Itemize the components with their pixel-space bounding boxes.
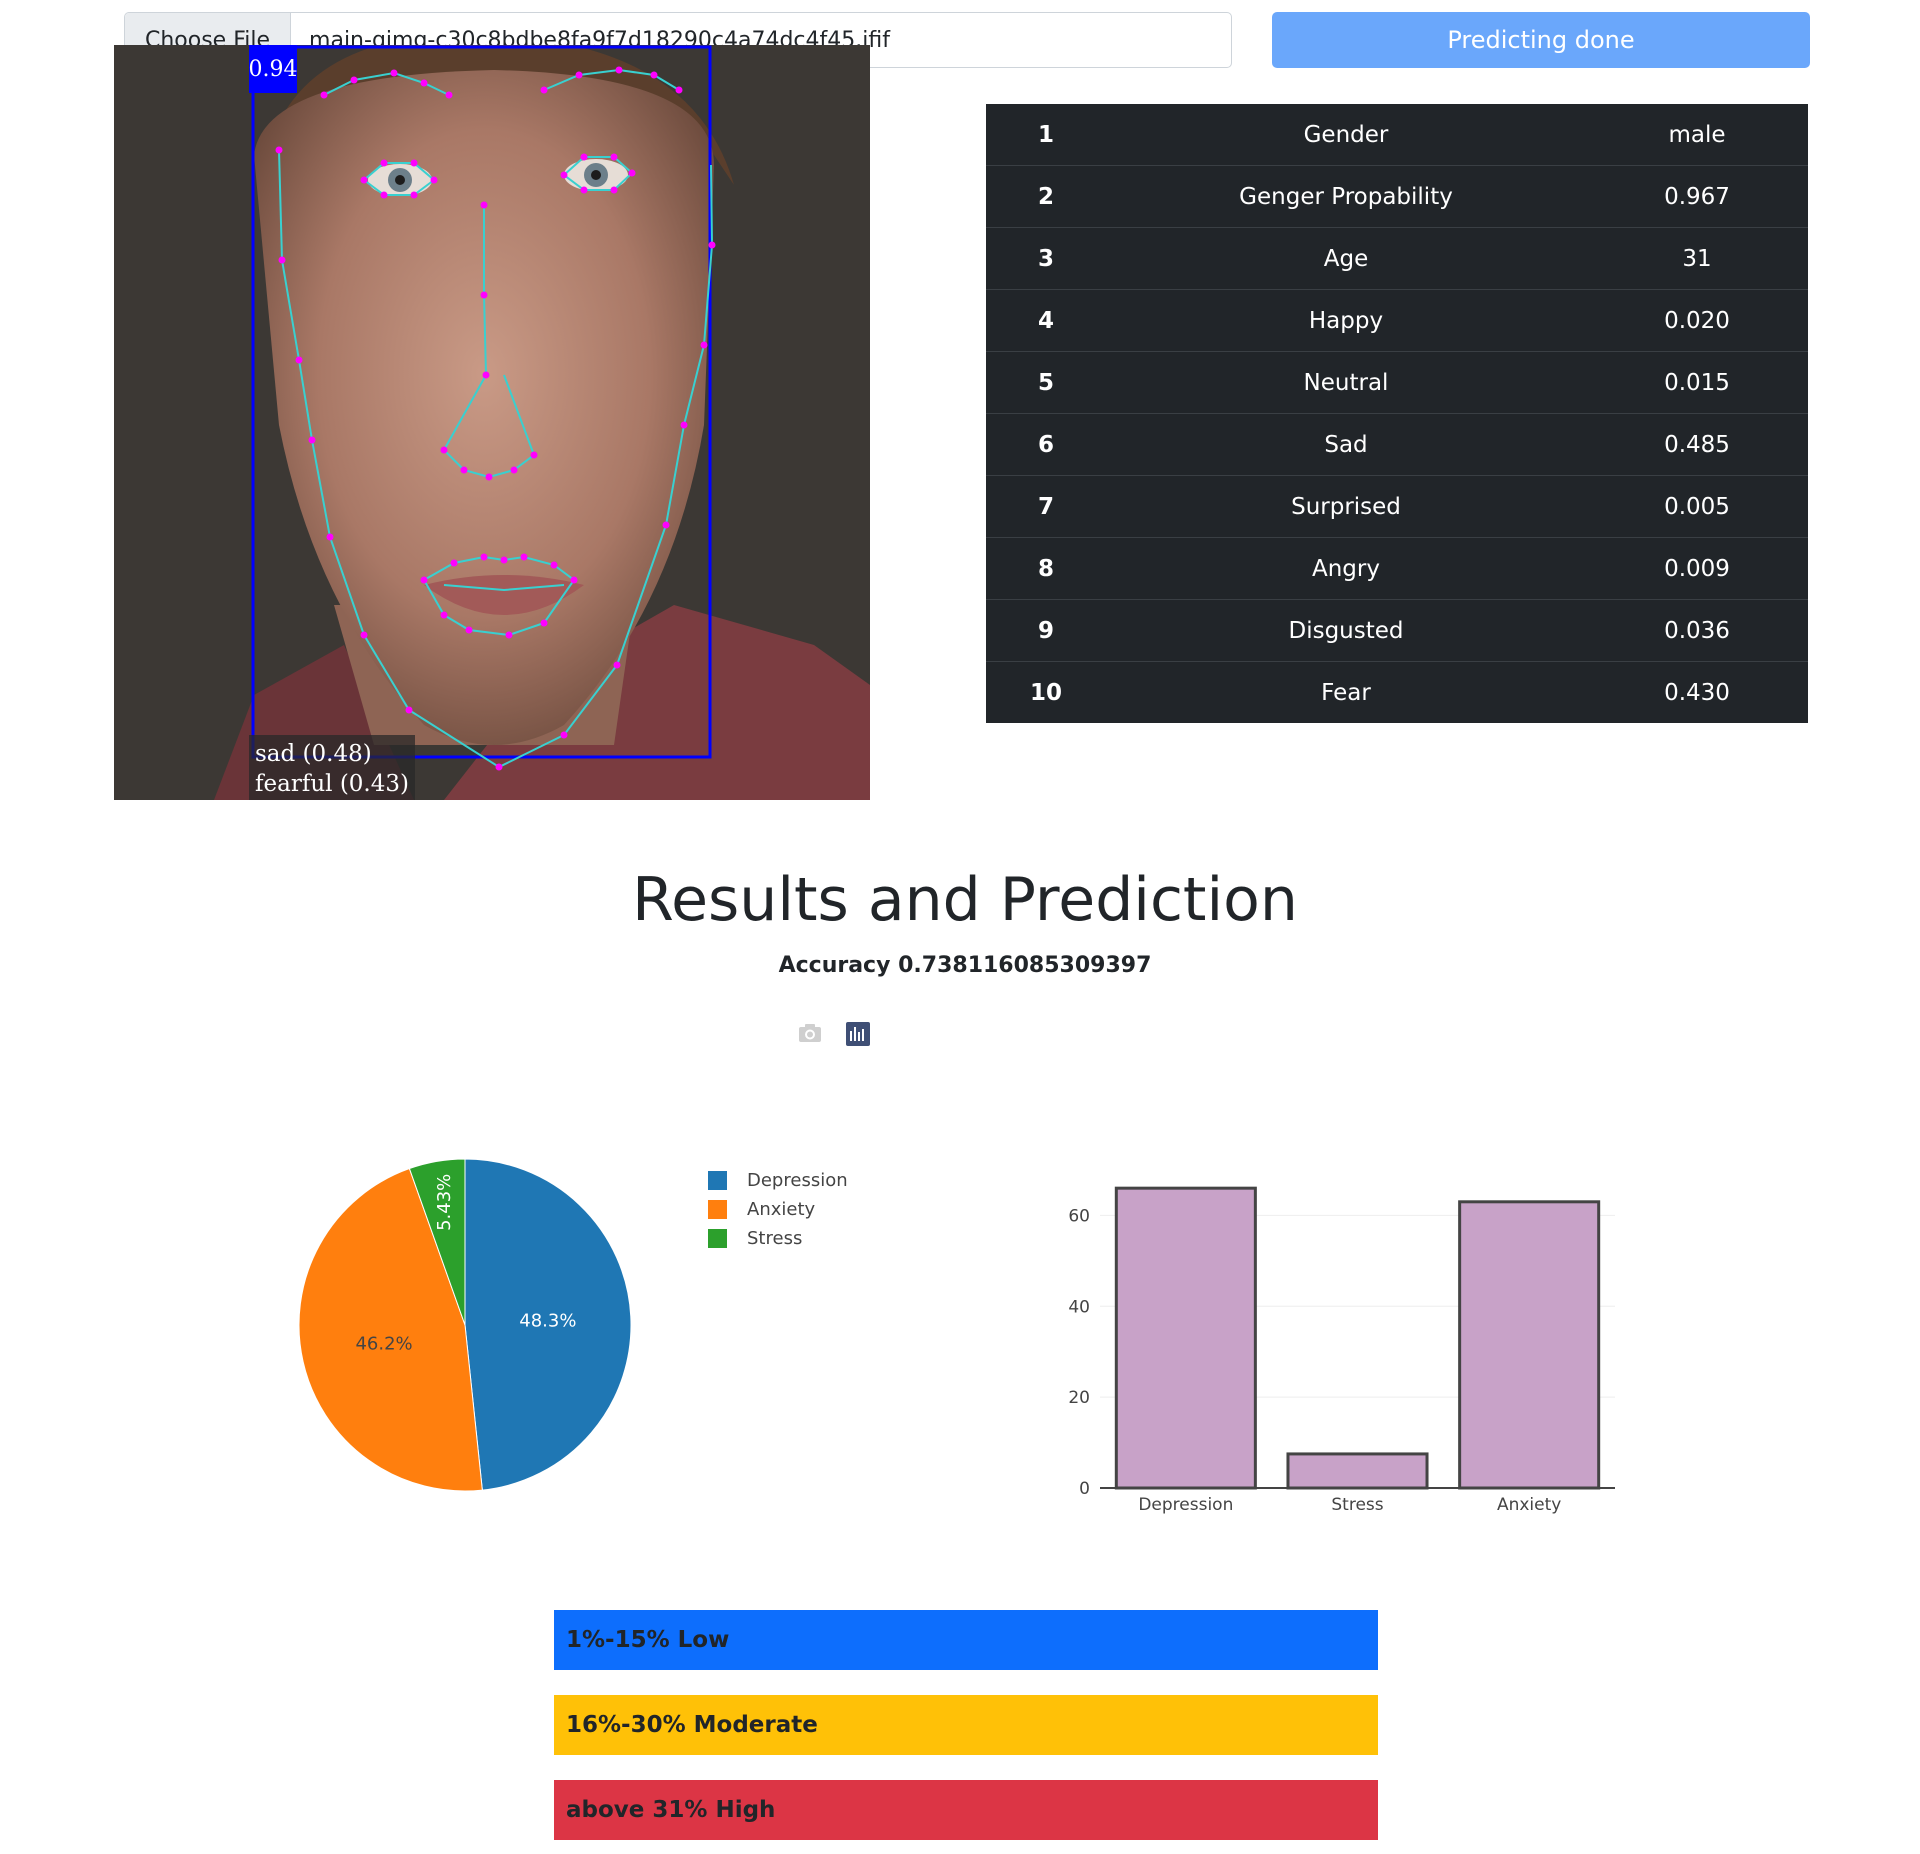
emotion-label-fearful: fearful (0.43)	[255, 771, 409, 797]
row-value: 31	[1586, 227, 1808, 290]
bar-depression[interactable]	[1114, 1186, 1257, 1490]
table-row: 1 Gender male	[986, 104, 1808, 166]
row-value: 0.036	[1586, 599, 1808, 662]
row-index: 1	[986, 104, 1106, 166]
legend-label: Depression	[747, 1170, 848, 1191]
row-index: 8	[986, 537, 1106, 600]
table-row: 2 Genger Propability 0.967	[986, 165, 1808, 228]
emotion-label-sad: sad (0.48)	[255, 741, 372, 767]
severity-band-high: above 31% High	[554, 1780, 1378, 1840]
x-tick-label: Anxiety	[1497, 1495, 1561, 1515]
page-title: Results and Prediction	[632, 865, 1298, 935]
face-analysis-image: 0.94 sad (0.48) fearful (0.43)	[114, 45, 870, 800]
row-index: 7	[986, 475, 1106, 538]
row-label: Fear	[1321, 679, 1371, 706]
pie-legend: Depression Anxiety Stress	[708, 1166, 848, 1253]
face-detection-score: 0.94	[249, 45, 298, 93]
emotion-labels: sad (0.48) fearful (0.43)	[249, 735, 415, 800]
plotly-logo-icon[interactable]	[846, 1022, 870, 1050]
pie-label-depression: 48.3%	[519, 1311, 576, 1332]
table-row: 7 Surprised 0.005	[986, 475, 1808, 538]
pie-slice-depression[interactable]	[464, 1158, 632, 1491]
legend-label: Stress	[747, 1228, 803, 1249]
row-index: 3	[986, 227, 1106, 290]
table-row: 3 Age 31	[986, 227, 1808, 290]
predict-button[interactable]: Predicting done	[1272, 12, 1810, 68]
row-index: 5	[986, 351, 1106, 414]
legend-item-stress[interactable]: Stress	[708, 1224, 848, 1253]
legend-swatch	[708, 1200, 727, 1219]
row-label: Age	[1106, 227, 1586, 290]
legend-item-depression[interactable]: Depression	[708, 1166, 848, 1195]
row-index: 10	[1029, 679, 1062, 706]
pie-label-stress: 5.43%	[434, 1174, 455, 1231]
severity-band-moderate: 16%-30% Moderate	[554, 1695, 1378, 1755]
row-index: 9	[986, 599, 1106, 662]
results-table: 1 Gender male 2 Genger Propability 0.967 3 Age 3…	[986, 104, 1808, 723]
row-label: Disgusted	[1106, 599, 1586, 662]
row-index: 6	[986, 413, 1106, 476]
y-tick-label: 60	[1068, 1206, 1090, 1226]
row-label: Genger Propability	[1106, 165, 1586, 228]
table-row: 5 Neutral 0.015	[986, 351, 1808, 414]
row-value: 0.020	[1586, 289, 1808, 352]
y-tick-label: 40	[1068, 1297, 1090, 1317]
bar-stress[interactable]	[1286, 1452, 1429, 1490]
row-value: 0.015	[1586, 351, 1808, 414]
bar-chart: 0 20 40 60 Depression Stress Anxiety	[1068, 1186, 1615, 1515]
pie-chart: 48.3% 46.2% 5.43%	[298, 1158, 632, 1492]
table-row: 4 Happy 0.020	[986, 289, 1808, 352]
row-value: male	[1586, 104, 1808, 166]
accuracy-text: Accuracy 0.738116085309397	[778, 953, 1152, 978]
bar-anxiety[interactable]	[1458, 1200, 1601, 1490]
table-row: 10 Fear 0.430	[986, 662, 1808, 724]
x-tick-label: Depression	[1138, 1495, 1233, 1515]
face-photo-illustration	[114, 45, 870, 800]
x-tick-label: Stress	[1331, 1495, 1383, 1515]
row-value: 0.485	[1586, 413, 1808, 476]
y-tick-label: 0	[1079, 1479, 1090, 1499]
table-row: 9 Disgusted 0.036	[986, 599, 1808, 662]
legend-label: Anxiety	[747, 1199, 816, 1220]
row-label: Sad	[1106, 413, 1586, 476]
row-label: Neutral	[1106, 351, 1586, 414]
row-value: 0.430	[1664, 679, 1730, 706]
legend-swatch	[708, 1229, 727, 1248]
severity-band-low: 1%-15% Low	[554, 1610, 1378, 1670]
row-label: Gender	[1106, 104, 1586, 166]
row-value: 0.005	[1586, 475, 1808, 538]
row-label: Happy	[1106, 289, 1586, 352]
row-value: 0.009	[1586, 537, 1808, 600]
row-index: 2	[986, 165, 1106, 228]
pie-label-anxiety: 46.2%	[355, 1333, 412, 1354]
row-label: Surprised	[1106, 475, 1586, 538]
row-index: 4	[986, 289, 1106, 352]
row-value: 0.967	[1586, 165, 1808, 228]
table-row: 8 Angry 0.009	[986, 537, 1808, 600]
legend-swatch	[708, 1171, 727, 1190]
legend-item-anxiety[interactable]: Anxiety	[708, 1195, 848, 1224]
pie-slice-stress[interactable]	[408, 1158, 466, 1326]
y-tick-label: 20	[1068, 1388, 1090, 1408]
pie-slice-anxiety[interactable]	[298, 1167, 483, 1492]
camera-icon[interactable]	[798, 1022, 822, 1048]
table-row: 6 Sad 0.485	[986, 413, 1808, 476]
row-label: Angry	[1106, 537, 1586, 600]
